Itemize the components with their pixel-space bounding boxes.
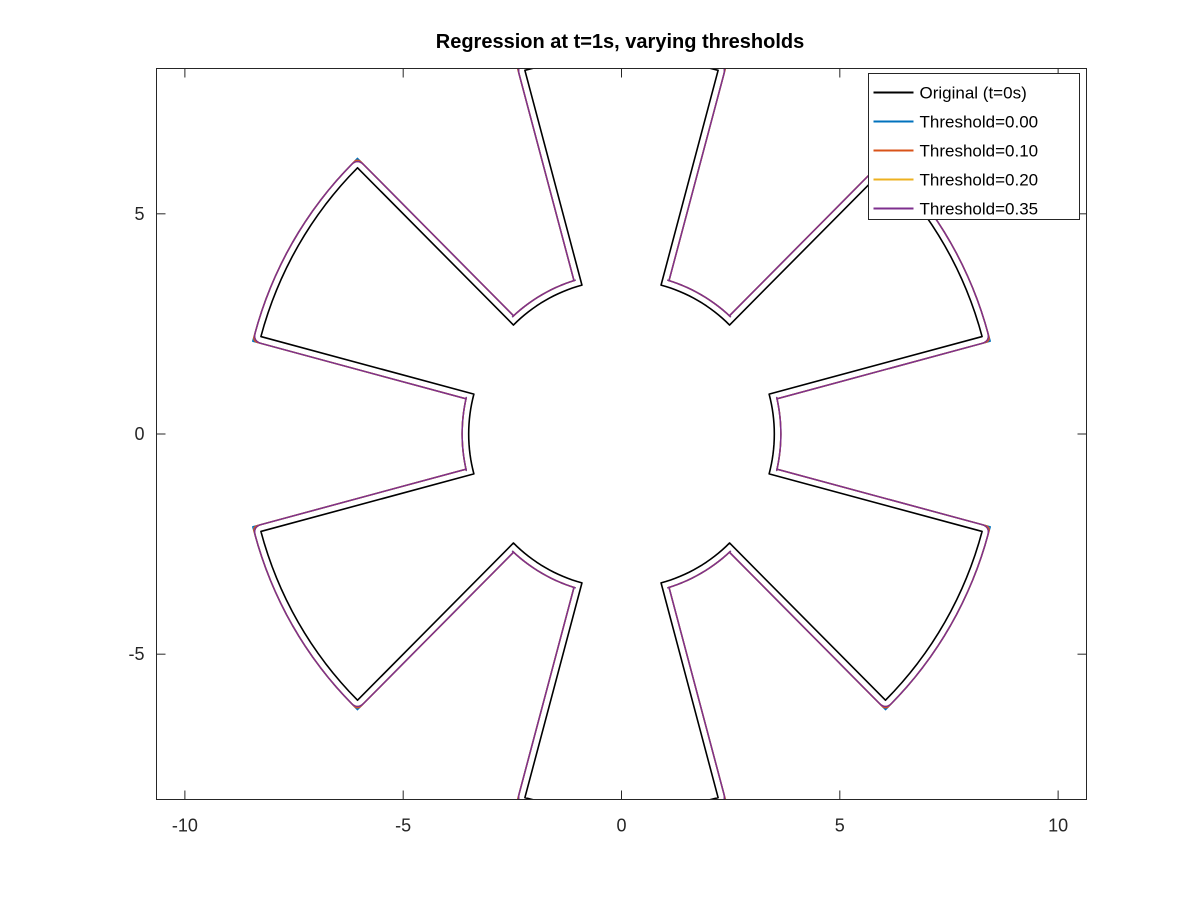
legend-box [868, 73, 1080, 220]
legend-label: Threshold=0.20 [920, 171, 1039, 190]
legend-label: Threshold=0.10 [920, 142, 1039, 161]
x-tick-label: 0 [616, 816, 626, 836]
chart-title: Regression at t=1s, varying thresholds [436, 31, 804, 53]
series-line-4 [253, 68, 990, 800]
y-tick-label: 5 [134, 204, 144, 224]
legend: Original (t=0s) Threshold=0.00 Threshold=0… [868, 73, 1080, 220]
y-tick-label: -5 [128, 644, 144, 664]
y-tick-label: 0 [134, 424, 144, 444]
series-line-0 [260, 68, 983, 800]
plot-area [252, 68, 991, 800]
legend-label: Threshold=0.35 [920, 200, 1039, 219]
x-tick-label: -10 [172, 816, 198, 836]
x-tick-label: 5 [835, 816, 845, 836]
x-tick-label: 10 [1048, 816, 1068, 836]
x-tick-label: -5 [395, 816, 411, 836]
legend-label: Threshold=0.00 [920, 113, 1039, 132]
axis-ticks: -10 -5 0 5 10 -5 0 5 [128, 68, 1087, 836]
legend-label: Original (t=0s) [920, 84, 1027, 103]
